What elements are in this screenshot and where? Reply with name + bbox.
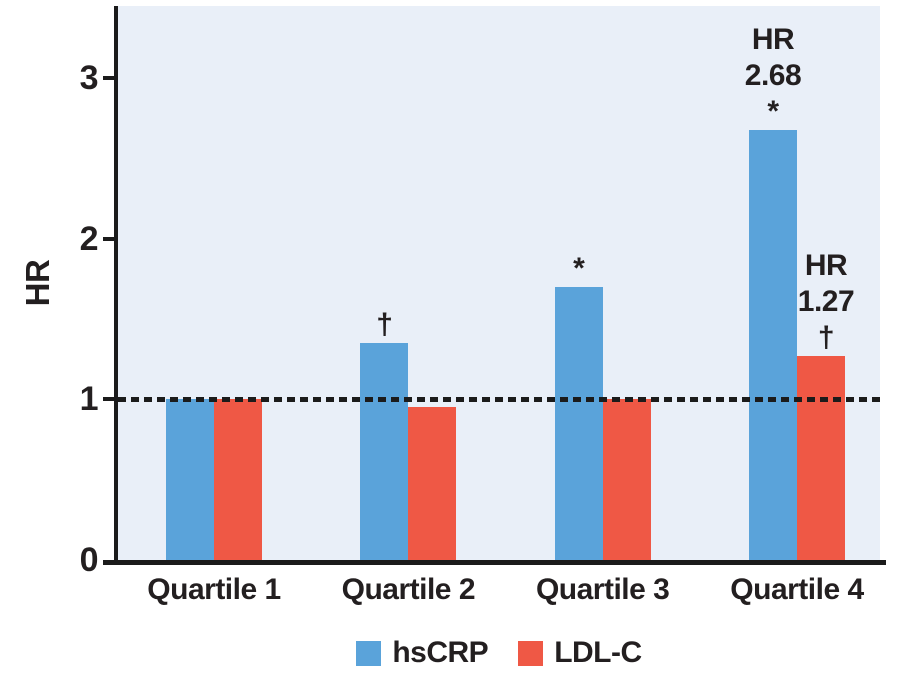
- legend-item-ldl-c: LDL-C: [518, 636, 642, 669]
- bar-hscrp-2: [360, 343, 409, 560]
- legend-swatch: [356, 640, 382, 666]
- y-tick-mark: [103, 76, 118, 80]
- x-axis-label: Quartile 2: [341, 573, 476, 606]
- y-tick-label: 0: [79, 541, 99, 579]
- bar-ldl-c-4: [796, 356, 845, 560]
- y-tick-label: 1: [79, 380, 99, 418]
- bar-hscrp-3: [554, 287, 603, 560]
- y-axis-line: [114, 6, 118, 565]
- y-axis-label: HR: [19, 259, 56, 307]
- bar-ldl-c-3: [602, 399, 651, 560]
- y-tick-mark: [103, 237, 118, 241]
- bar-ldl-c-1: [214, 399, 262, 560]
- reference-dashed-line: [118, 397, 880, 402]
- bar-annotation: HR 2.68 *: [744, 22, 802, 128]
- x-axis-line: [103, 560, 886, 565]
- legend-label: LDL-C: [554, 636, 642, 669]
- bar-annotation: †: [376, 308, 393, 342]
- y-tick-label: 2: [79, 220, 99, 258]
- bar-annotation: *: [573, 252, 585, 286]
- bar-annotation: HR 1.27 †: [797, 249, 855, 355]
- x-axis-label: Quartile 4: [730, 573, 864, 606]
- legend: hsCRP LDL-C: [50, 638, 898, 668]
- y-tick-mark: [103, 397, 118, 401]
- bar-hscrp-1: [166, 399, 214, 560]
- legend-item-hscrp: hsCRP: [356, 636, 489, 669]
- legend-label: hsCRP: [392, 636, 489, 669]
- x-axis-label: Quartile 1: [147, 573, 281, 606]
- legend-swatch: [518, 640, 544, 666]
- bar-hscrp-4: [748, 129, 797, 560]
- bar-ldl-c-2: [408, 407, 457, 560]
- x-axis-label: Quartile 3: [535, 573, 670, 606]
- y-tick-label: 3: [79, 59, 99, 97]
